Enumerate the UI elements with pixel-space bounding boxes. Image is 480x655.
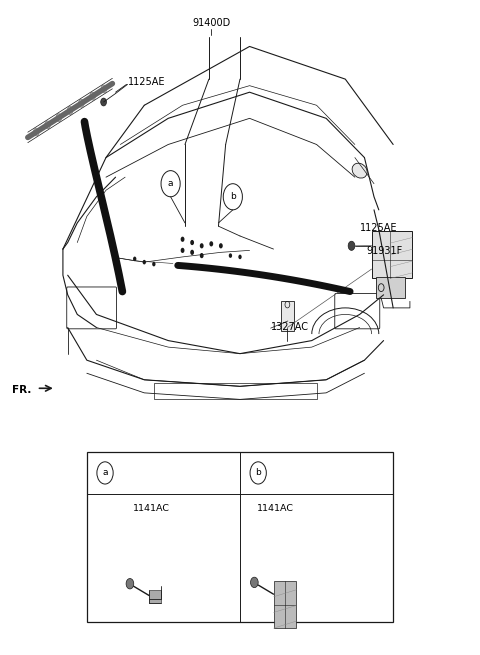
Circle shape [229, 253, 232, 258]
Circle shape [209, 241, 213, 246]
Circle shape [180, 236, 184, 242]
Circle shape [133, 257, 136, 261]
Text: b: b [255, 468, 261, 477]
Circle shape [348, 241, 355, 250]
Text: 1125AE: 1125AE [360, 223, 397, 233]
Text: FR.: FR. [12, 385, 32, 395]
Circle shape [251, 577, 258, 588]
Circle shape [152, 262, 156, 267]
Text: 1141AC: 1141AC [257, 504, 294, 513]
Ellipse shape [352, 163, 367, 178]
Circle shape [45, 121, 50, 129]
Bar [149, 590, 161, 603]
Circle shape [126, 578, 134, 589]
Circle shape [239, 255, 241, 259]
Circle shape [180, 248, 184, 253]
Circle shape [190, 240, 194, 245]
Bar [281, 301, 294, 331]
Text: 91931F: 91931F [367, 246, 403, 256]
Circle shape [90, 92, 96, 100]
Text: a: a [102, 468, 108, 477]
Text: 1125AE: 1125AE [128, 77, 165, 86]
Bar [274, 581, 297, 628]
Bar [372, 231, 412, 278]
Circle shape [190, 250, 194, 255]
Text: b: b [230, 193, 236, 201]
Circle shape [79, 100, 84, 107]
Circle shape [101, 98, 107, 106]
Circle shape [67, 107, 73, 115]
Bar [376, 277, 405, 298]
Circle shape [200, 253, 204, 258]
Circle shape [34, 128, 39, 136]
Text: a: a [168, 179, 173, 188]
Text: 91400D: 91400D [192, 18, 230, 28]
Text: 1141AC: 1141AC [133, 504, 170, 513]
Circle shape [56, 114, 62, 122]
Bar [154, 383, 317, 400]
Circle shape [219, 243, 223, 248]
Text: 1327AC: 1327AC [271, 322, 309, 333]
Bar [87, 452, 393, 622]
Circle shape [101, 85, 107, 93]
Circle shape [143, 260, 146, 265]
Circle shape [200, 243, 204, 248]
